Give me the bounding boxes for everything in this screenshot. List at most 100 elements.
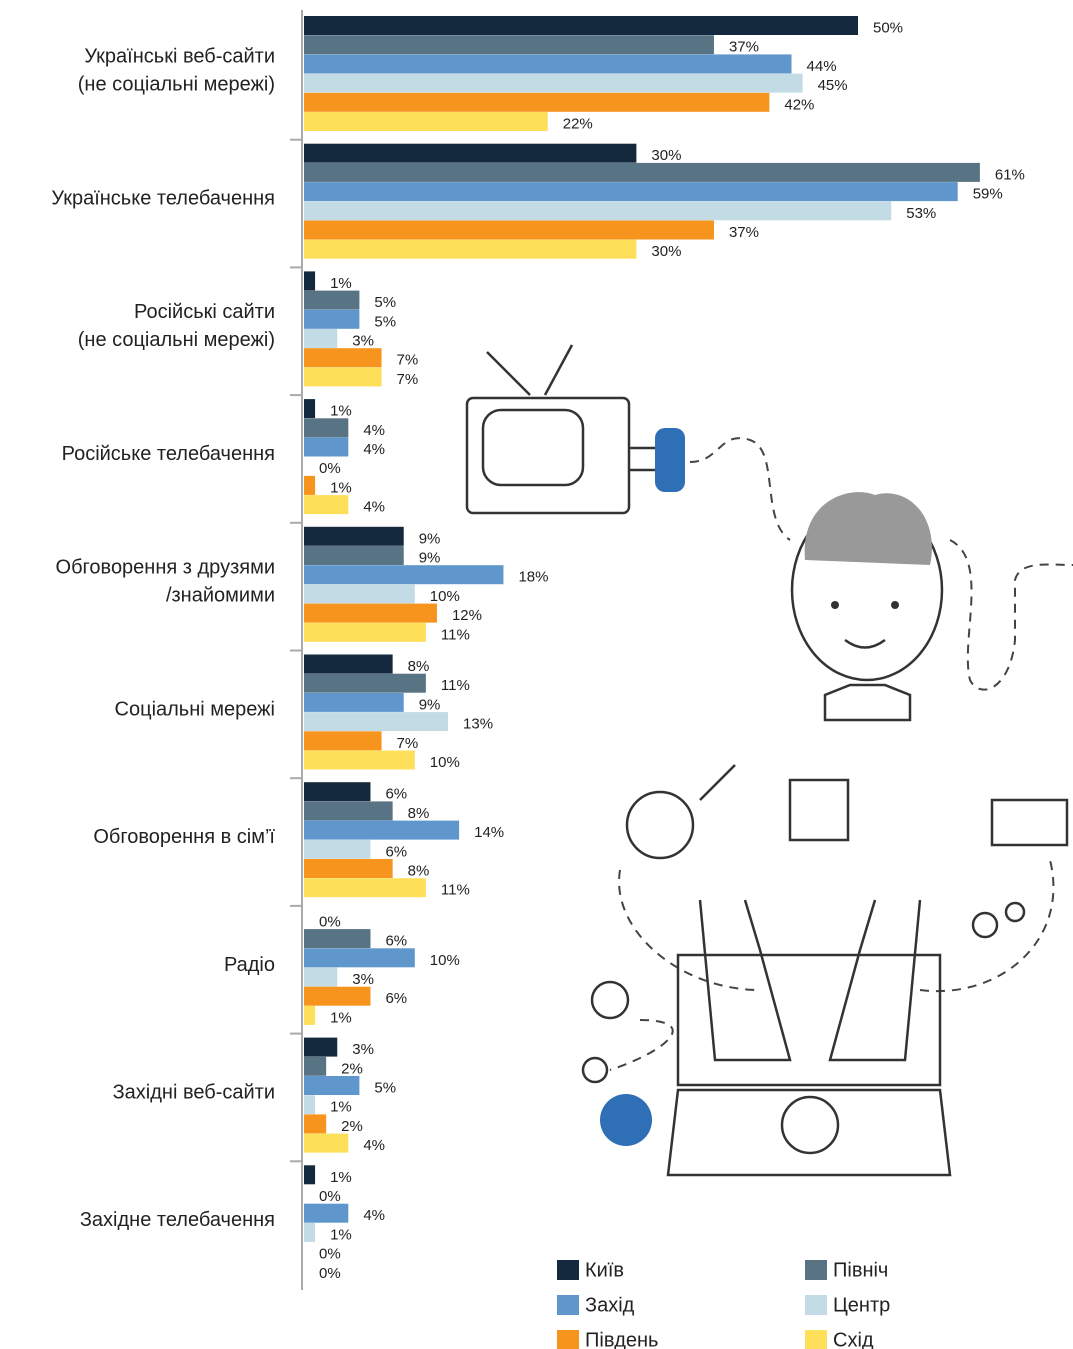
legend-label: Південь — [585, 1329, 658, 1349]
category-label: Російське телебачення — [62, 443, 275, 465]
bar — [304, 437, 349, 457]
bar — [304, 859, 393, 878]
legend-swatch — [557, 1260, 579, 1280]
value-label: 1% — [330, 1226, 352, 1243]
legend-label: Схід — [833, 1329, 874, 1349]
bar — [304, 731, 382, 751]
value-label: 1% — [330, 403, 352, 420]
value-label: 6% — [385, 843, 407, 860]
value-label: 4% — [363, 441, 385, 458]
bar — [304, 35, 714, 55]
category-label: Обговорення в сім’ї — [93, 826, 275, 848]
bar — [304, 929, 371, 949]
bar — [304, 603, 437, 623]
value-label: 5% — [374, 294, 396, 311]
bar — [304, 546, 404, 565]
bar — [304, 271, 316, 291]
bar — [304, 367, 382, 387]
legend-label: Центр — [833, 1294, 890, 1316]
value-label: 8% — [408, 805, 430, 822]
bar — [304, 820, 460, 840]
value-label: 2% — [341, 1060, 363, 1077]
category-label: Українське телебачення — [51, 188, 275, 210]
bar — [304, 290, 360, 310]
value-label: 61% — [995, 166, 1025, 183]
bar — [304, 495, 349, 515]
bar — [304, 750, 415, 770]
value-label: 1% — [330, 479, 352, 496]
value-label: 1% — [330, 1009, 352, 1026]
bar — [304, 1133, 349, 1153]
category-label: Радіо — [224, 954, 275, 976]
bar — [304, 986, 371, 1006]
value-label: 3% — [352, 971, 374, 988]
bar — [304, 1203, 349, 1223]
bar — [304, 1165, 316, 1185]
value-label: 10% — [430, 952, 460, 969]
value-label: 1% — [330, 1169, 352, 1186]
value-label: 2% — [341, 1118, 363, 1135]
bar — [304, 73, 803, 93]
legend-label: Північ — [833, 1259, 888, 1281]
bar — [304, 309, 360, 329]
value-label: 0% — [319, 1265, 341, 1282]
category-label: Західні веб-сайти — [113, 1081, 275, 1103]
bar — [304, 839, 371, 859]
value-label: 6% — [385, 933, 407, 950]
bar — [304, 878, 426, 898]
bar — [304, 622, 426, 642]
value-label: 10% — [430, 588, 460, 605]
bar — [304, 712, 449, 732]
bar — [304, 1056, 327, 1076]
value-label: 8% — [408, 658, 430, 675]
value-label: 7% — [397, 371, 419, 388]
category-label: Українські веб-сайти (не соціальні мережі… — [78, 46, 275, 96]
value-label: 0% — [319, 1188, 341, 1205]
bar — [304, 1037, 338, 1057]
legend-swatch — [805, 1295, 827, 1315]
value-label: 6% — [385, 786, 407, 803]
bar — [304, 967, 338, 987]
value-label: 5% — [374, 313, 396, 330]
bar — [304, 329, 338, 348]
illustration — [465, 344, 1073, 1177]
bar — [304, 1005, 316, 1025]
value-label: 6% — [385, 990, 407, 1007]
value-label: 30% — [651, 243, 681, 260]
legend-swatch — [557, 1330, 579, 1349]
value-label: 9% — [419, 696, 441, 713]
value-label: 3% — [352, 332, 374, 349]
value-label: 11% — [441, 626, 470, 643]
bar — [304, 1076, 360, 1095]
value-label: 8% — [408, 862, 430, 879]
legend-swatch — [805, 1330, 827, 1349]
value-label: 7% — [397, 735, 419, 752]
value-label: 3% — [352, 1041, 374, 1058]
bar — [304, 399, 316, 419]
bar — [304, 565, 504, 585]
value-label: 13% — [463, 716, 493, 733]
value-label: 1% — [330, 275, 352, 292]
bar — [304, 143, 637, 163]
bar — [304, 475, 316, 495]
value-label: 0% — [319, 460, 341, 477]
bar — [304, 948, 415, 968]
category-label: Західне телебачення — [80, 1209, 275, 1231]
value-label: 4% — [363, 499, 385, 516]
value-label: 11% — [441, 882, 470, 899]
value-label: 45% — [818, 77, 848, 94]
value-label: 30% — [651, 147, 681, 164]
category-label: Російські сайти (не соціальні мережі) — [78, 301, 275, 351]
category-label: Обговорення з друзями/знайомими — [56, 557, 275, 607]
value-label: 0% — [319, 913, 341, 930]
bar — [304, 16, 858, 35]
value-label: 7% — [397, 352, 419, 369]
bar — [304, 92, 770, 112]
value-label: 14% — [474, 824, 504, 841]
value-label: 4% — [363, 1207, 385, 1224]
value-label: 53% — [906, 205, 936, 222]
bar — [304, 692, 404, 712]
value-label: 4% — [363, 1137, 385, 1154]
legend-label: Захід — [585, 1294, 635, 1316]
